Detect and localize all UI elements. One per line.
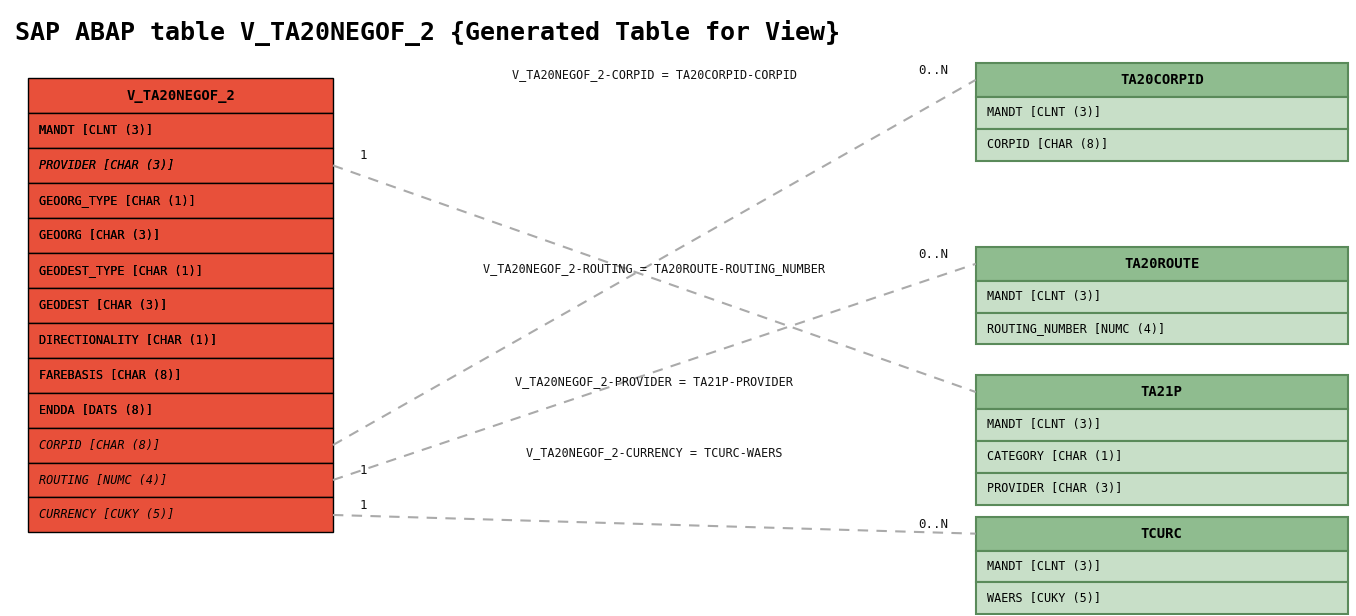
Text: FAREBASIS [CHAR (8)]: FAREBASIS [CHAR (8)]	[39, 368, 182, 382]
Text: GEOORG_TYPE [CHAR (1)]: GEOORG_TYPE [CHAR (1)]	[39, 194, 197, 207]
Text: TA20ROUTE: TA20ROUTE	[1124, 257, 1200, 271]
FancyBboxPatch shape	[976, 472, 1348, 505]
Text: V_TA20NEGOF_2: V_TA20NEGOF_2	[126, 89, 235, 102]
FancyBboxPatch shape	[28, 78, 334, 113]
FancyBboxPatch shape	[28, 148, 334, 183]
FancyBboxPatch shape	[976, 375, 1348, 409]
Text: V_TA20NEGOF_2-CURRENCY = TCURC-WAERS: V_TA20NEGOF_2-CURRENCY = TCURC-WAERS	[526, 445, 782, 458]
Text: MANDT [CLNT (3)]: MANDT [CLNT (3)]	[39, 124, 153, 137]
Text: ENDDA [DATS (8)]: ENDDA [DATS (8)]	[39, 403, 153, 416]
Text: V_TA20NEGOF_2-PROVIDER = TA21P-PROVIDER: V_TA20NEGOF_2-PROVIDER = TA21P-PROVIDER	[515, 375, 793, 388]
FancyBboxPatch shape	[28, 392, 334, 428]
Text: 0..N: 0..N	[918, 517, 949, 530]
Text: 1: 1	[359, 149, 367, 163]
Text: WAERS [CUKY (5)]: WAERS [CUKY (5)]	[987, 592, 1101, 605]
Text: GEOORG [CHAR (3)]: GEOORG [CHAR (3)]	[39, 229, 160, 242]
Text: GEODEST [CHAR (3)]: GEODEST [CHAR (3)]	[39, 299, 168, 312]
Text: FAREBASIS [CHAR (8)]: FAREBASIS [CHAR (8)]	[39, 368, 182, 382]
Text: CATEGORY [CHAR (1)]: CATEGORY [CHAR (1)]	[987, 450, 1121, 463]
Text: V_TA20NEGOF_2-CORPID = TA20CORPID-CORPID: V_TA20NEGOF_2-CORPID = TA20CORPID-CORPID	[511, 68, 797, 81]
FancyBboxPatch shape	[976, 312, 1348, 344]
FancyBboxPatch shape	[28, 218, 334, 253]
Text: GEODEST_TYPE [CHAR (1)]: GEODEST_TYPE [CHAR (1)]	[39, 264, 203, 277]
Text: GEOORG [CHAR (3)]: GEOORG [CHAR (3)]	[39, 229, 160, 242]
FancyBboxPatch shape	[28, 498, 334, 532]
FancyBboxPatch shape	[28, 253, 334, 288]
Text: SAP ABAP table V_TA20NEGOF_2 {Generated Table for View}: SAP ABAP table V_TA20NEGOF_2 {Generated …	[15, 20, 839, 46]
FancyBboxPatch shape	[976, 551, 1348, 582]
Text: MANDT [CLNT (3)]: MANDT [CLNT (3)]	[39, 124, 153, 137]
FancyBboxPatch shape	[28, 323, 334, 358]
Text: 0..N: 0..N	[918, 64, 949, 77]
FancyBboxPatch shape	[28, 358, 334, 392]
FancyBboxPatch shape	[28, 183, 334, 218]
Text: TA21P: TA21P	[1140, 385, 1182, 399]
FancyBboxPatch shape	[976, 63, 1348, 97]
Text: TA20CORPID: TA20CORPID	[1120, 73, 1204, 87]
Text: GEODEST_TYPE [CHAR (1)]: GEODEST_TYPE [CHAR (1)]	[39, 264, 203, 277]
Text: 0..N: 0..N	[918, 248, 949, 261]
Text: CURRENCY [CUKY (5)]: CURRENCY [CUKY (5)]	[39, 508, 175, 522]
FancyBboxPatch shape	[28, 463, 334, 498]
FancyBboxPatch shape	[976, 441, 1348, 472]
FancyBboxPatch shape	[976, 247, 1348, 281]
Text: MANDT [CLNT (3)]: MANDT [CLNT (3)]	[987, 290, 1101, 303]
Text: ROUTING_NUMBER [NUMC (4)]: ROUTING_NUMBER [NUMC (4)]	[987, 322, 1165, 335]
Text: PROVIDER [CHAR (3)]: PROVIDER [CHAR (3)]	[39, 159, 175, 172]
Text: PROVIDER [CHAR (3)]: PROVIDER [CHAR (3)]	[39, 159, 175, 172]
FancyBboxPatch shape	[976, 129, 1348, 161]
FancyBboxPatch shape	[976, 582, 1348, 614]
Text: CORPID [CHAR (8)]: CORPID [CHAR (8)]	[39, 439, 160, 452]
Text: 1: 1	[359, 464, 367, 477]
Text: CORPID [CHAR (8)]: CORPID [CHAR (8)]	[987, 138, 1108, 151]
Text: MANDT [CLNT (3)]: MANDT [CLNT (3)]	[987, 560, 1101, 573]
Text: MANDT [CLNT (3)]: MANDT [CLNT (3)]	[987, 418, 1101, 431]
Text: ROUTING [NUMC (4)]: ROUTING [NUMC (4)]	[39, 474, 168, 487]
FancyBboxPatch shape	[976, 517, 1348, 551]
Text: PROVIDER [CHAR (3)]: PROVIDER [CHAR (3)]	[987, 482, 1121, 495]
FancyBboxPatch shape	[28, 428, 334, 463]
Text: TCURC: TCURC	[1140, 527, 1182, 541]
Text: GEOORG_TYPE [CHAR (1)]: GEOORG_TYPE [CHAR (1)]	[39, 194, 197, 207]
FancyBboxPatch shape	[976, 97, 1348, 129]
Text: MANDT [CLNT (3)]: MANDT [CLNT (3)]	[987, 106, 1101, 119]
FancyBboxPatch shape	[28, 288, 334, 323]
Text: DIRECTIONALITY [CHAR (1)]: DIRECTIONALITY [CHAR (1)]	[39, 334, 217, 347]
Text: 1: 1	[359, 499, 367, 512]
Text: ENDDA [DATS (8)]: ENDDA [DATS (8)]	[39, 403, 153, 416]
Text: DIRECTIONALITY [CHAR (1)]: DIRECTIONALITY [CHAR (1)]	[39, 334, 217, 347]
FancyBboxPatch shape	[28, 113, 334, 148]
Text: V_TA20NEGOF_2-ROUTING = TA20ROUTE-ROUTING_NUMBER: V_TA20NEGOF_2-ROUTING = TA20ROUTE-ROUTIN…	[483, 262, 826, 275]
FancyBboxPatch shape	[976, 281, 1348, 312]
Text: GEODEST [CHAR (3)]: GEODEST [CHAR (3)]	[39, 299, 168, 312]
FancyBboxPatch shape	[976, 409, 1348, 441]
